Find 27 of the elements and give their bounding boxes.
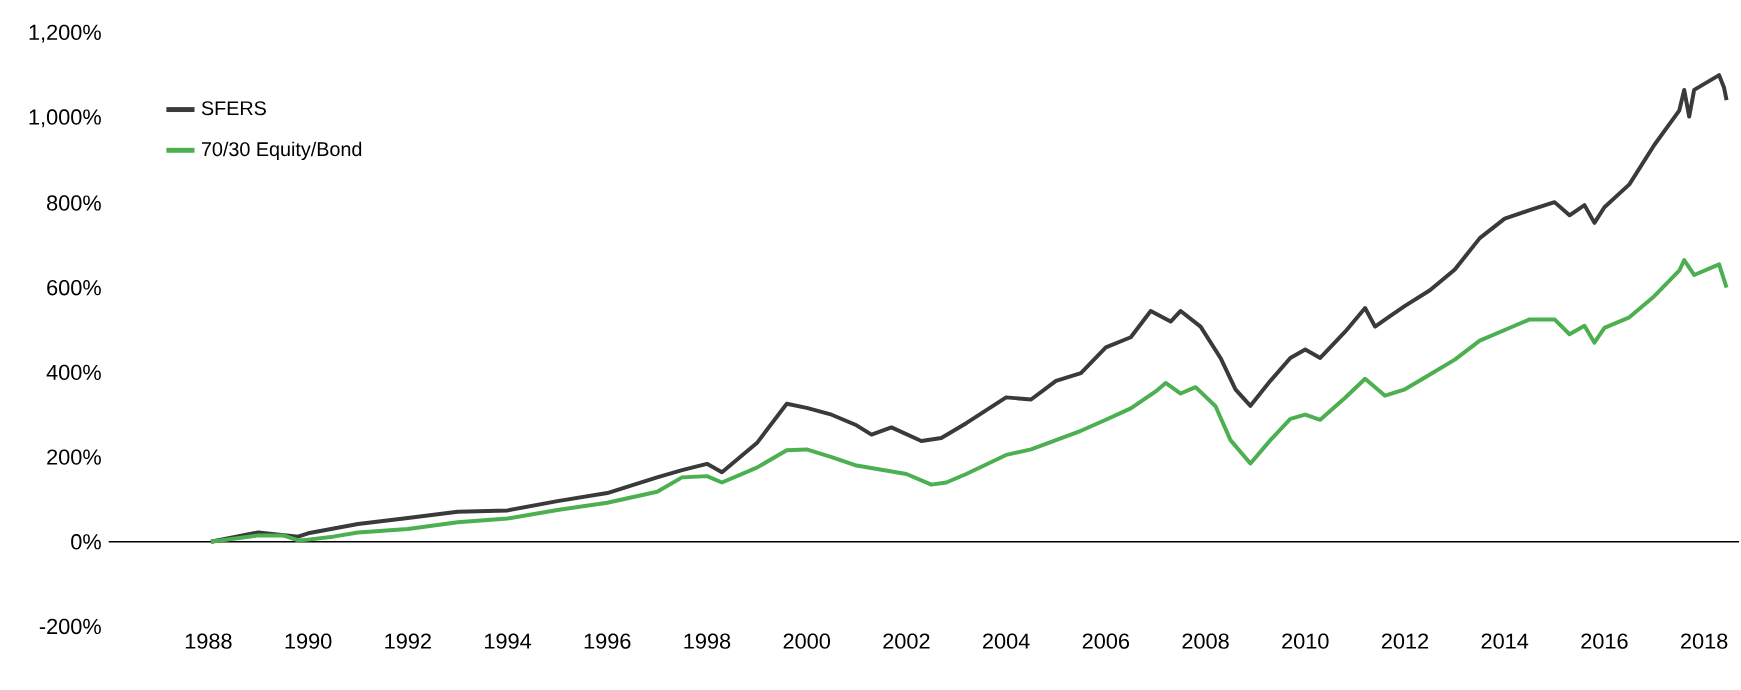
legend-label: 70/30 Equity/Bond [201,141,362,161]
y-tick-label: 1,200% [29,24,101,43]
x-tick-label: 1996 [584,633,631,649]
x-tick-label: 1992 [385,633,431,649]
x-tick-label: 1994 [485,633,532,649]
x-tick-label: 2004 [983,633,1030,649]
y-tick-label: 200% [47,449,101,465]
x-tick-label: 1990 [285,633,332,649]
y-tick-label: -200% [39,618,101,635]
x-tick-label: 2000 [783,633,830,649]
y-tick-label: 800% [47,195,101,211]
x-tick-label: 2006 [1082,633,1130,649]
x-tick-label: 2008 [1182,633,1229,649]
x-tick-label: 2010 [1282,633,1329,649]
x-tick-label: 2012 [1381,633,1429,649]
x-tick-label: 2016 [1581,633,1628,649]
line-series [208,258,1729,544]
x-tick-label: 2002 [883,633,930,649]
x-tick-label: 2018 [1681,633,1728,649]
y-tick-label: 1,000% [29,109,101,128]
legend-label: SFERS [201,101,266,116]
y-tick-label: 400% [46,364,101,381]
x-tick-label: 2014 [1481,633,1529,649]
x-tick-label: 1998 [684,633,731,649]
y-tick-label: 600% [47,280,101,296]
y-tick-label: 0% [71,534,101,550]
x-tick-label: 1988 [185,633,232,649]
